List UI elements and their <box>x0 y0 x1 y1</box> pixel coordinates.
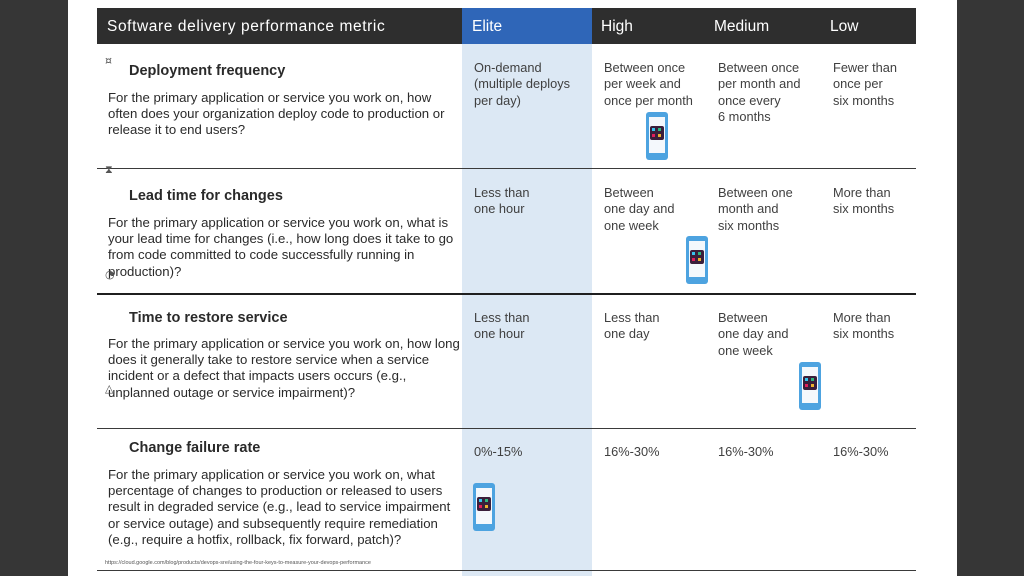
smartphone-icon <box>686 236 708 284</box>
row-4-title: Change failure rate <box>129 440 261 456</box>
header-metric: Software delivery performance metric <box>107 18 386 35</box>
row-4-medium: 16%-30% <box>718 444 774 459</box>
header-elite: Elite <box>462 8 592 44</box>
warning-icon: △ <box>105 382 114 395</box>
row-3-title: Time to restore service <box>129 310 288 326</box>
slack-app-icon <box>803 376 817 390</box>
smartphone-icon <box>646 112 668 160</box>
row-3-medium: Between one day and one week <box>718 310 789 358</box>
row-2-high: Between one day and one week <box>604 185 675 233</box>
table-header: Software delivery performance metric Eli… <box>97 8 916 44</box>
row-2-low: More than six months <box>833 185 895 217</box>
row-4-low: 16%-30% <box>833 444 889 459</box>
source-url: https://cloud.google.com/blog/products/d… <box>105 560 371 566</box>
row-3-low: More than six months <box>833 310 895 342</box>
slack-app-icon <box>690 250 704 264</box>
row-1-description: For the primary application or service y… <box>108 90 445 138</box>
row-4-elite: 0%-15% <box>474 444 523 459</box>
row-1-medium: Between once per month and once every 6 … <box>718 60 801 124</box>
row-4-description: For the primary application or service y… <box>108 467 451 547</box>
slide: Software delivery performance metric Eli… <box>68 0 957 576</box>
row-2-title: Lead time for changes <box>129 188 283 204</box>
slack-app-icon <box>477 497 491 511</box>
row-3-elite: Less than one hour <box>474 310 530 342</box>
row-4-high: 16%-30% <box>604 444 660 459</box>
smartphone-icon <box>799 362 821 410</box>
clock-icon: ◔ <box>105 268 115 281</box>
header-medium: Medium <box>714 18 770 35</box>
row-separator <box>97 168 916 169</box>
row-2-elite: Less than one hour <box>474 185 530 217</box>
row-separator <box>97 428 916 429</box>
slack-app-icon <box>650 126 664 140</box>
row-1-title: Deployment frequency <box>129 63 286 79</box>
row-2-medium: Between one month and six months <box>718 185 793 233</box>
row-1-high: Between once per week and once per month <box>604 60 693 108</box>
hourglass-icon: ⧗ <box>105 163 113 176</box>
row-3-high: Less than one day <box>604 310 660 342</box>
row-1-low: Fewer than once per six months <box>833 60 898 108</box>
row-1-elite: On-demand (multiple deploys per day) <box>474 60 571 108</box>
smartphone-icon <box>473 483 495 531</box>
header-low: Low <box>830 18 859 35</box>
row-separator <box>97 293 916 295</box>
header-high: High <box>601 18 633 35</box>
row-3-description: For the primary application or service y… <box>108 336 460 400</box>
cursor-mark-icon: ¤ <box>105 54 112 67</box>
row-2-description: For the primary application or service y… <box>108 215 454 279</box>
table-bottom-border <box>97 570 916 571</box>
